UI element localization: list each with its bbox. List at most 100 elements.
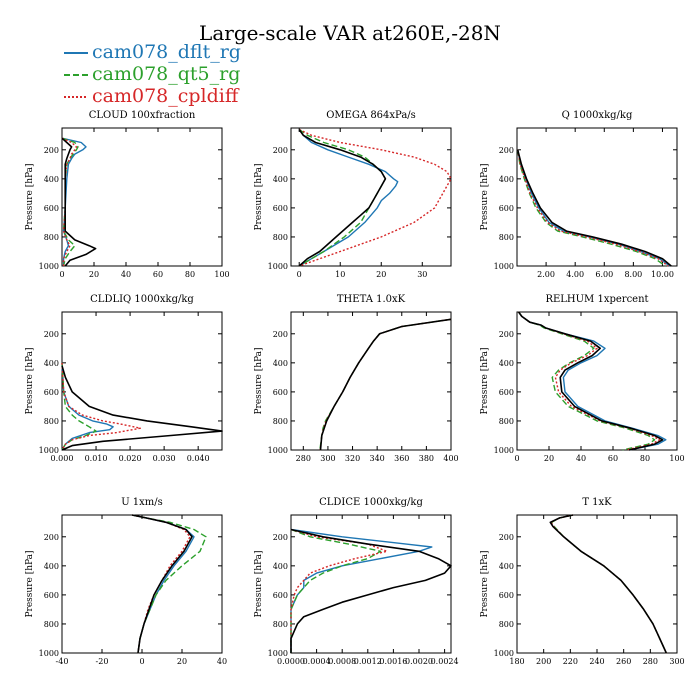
y-tick-label: 400 xyxy=(499,359,514,368)
series-line-black xyxy=(290,528,452,653)
subplot: CLOUD 100xfraction2004006008001000Pressu… xyxy=(25,110,230,279)
y-tick-label: 600 xyxy=(44,388,59,397)
plot-frame xyxy=(516,127,678,267)
series-line-red xyxy=(319,318,452,451)
subplot-title: Q 1000xkg/kg xyxy=(562,110,633,121)
x-tick-label: 60 xyxy=(608,454,618,463)
series-line-green xyxy=(551,514,667,654)
y-tick-label: 1000 xyxy=(268,649,288,658)
x-tick-label: 20 xyxy=(177,657,187,666)
y-tick-label: 1000 xyxy=(494,649,514,658)
series-line-red xyxy=(61,137,78,266)
y-tick-label: 200 xyxy=(273,146,288,155)
y-tick-label: 1000 xyxy=(494,262,514,271)
x-tick-label: 240 xyxy=(589,657,604,666)
series-line-red xyxy=(290,528,388,653)
subplot-title: THETA 1.0xK xyxy=(337,294,406,305)
y-tick-label: 1000 xyxy=(39,446,59,455)
y-tick-label: 800 xyxy=(499,417,514,426)
x-tick-label: 80 xyxy=(185,270,195,279)
y-tick-label: 1000 xyxy=(268,446,288,455)
x-tick-label: -20 xyxy=(96,657,109,666)
x-tick-label: 6.00 xyxy=(595,270,613,279)
y-tick-label: 800 xyxy=(499,620,514,629)
x-tick-label: 40 xyxy=(576,454,586,463)
series-line-red xyxy=(61,362,142,451)
x-tick-label: 0.020 xyxy=(119,454,142,463)
subplot-title: CLOUD 100xfraction xyxy=(89,110,196,121)
x-tick-label: 0.0004 xyxy=(303,657,331,666)
series-line-blue xyxy=(61,137,87,266)
y-axis-label: Pressure [hPa] xyxy=(254,550,264,617)
series-line-black xyxy=(549,514,668,654)
x-tick-label: 10 xyxy=(335,270,345,279)
x-tick-label: 0.040 xyxy=(187,454,210,463)
x-tick-label: 0.010 xyxy=(85,454,108,463)
legend-label: cam078_qt5_rg xyxy=(92,63,240,85)
plot-frame xyxy=(290,514,452,654)
series-line-blue xyxy=(518,311,667,451)
y-tick-label: 600 xyxy=(499,204,514,213)
x-tick-label: 0.030 xyxy=(153,454,176,463)
series-line-black xyxy=(298,129,387,267)
y-tick-label: 600 xyxy=(273,204,288,213)
y-tick-label: 800 xyxy=(273,417,288,426)
x-tick-label: 220 xyxy=(563,657,578,666)
y-tick-label: 600 xyxy=(499,591,514,600)
series-line-red xyxy=(131,514,191,654)
subplot-title: CLDICE 1000xkg/kg xyxy=(319,497,423,508)
plot-frame xyxy=(516,311,678,451)
x-tick-label: 60 xyxy=(153,270,163,279)
y-axis-label: Pressure [hPa] xyxy=(254,347,264,414)
series-line-black xyxy=(517,311,664,451)
x-tick-label: 100 xyxy=(669,454,684,463)
y-axis-label: Pressure [hPa] xyxy=(25,163,35,230)
x-tick-label: 180 xyxy=(509,657,524,666)
y-tick-label: 200 xyxy=(499,146,514,155)
series-line-blue xyxy=(290,528,433,653)
x-tick-label: 300 xyxy=(669,657,684,666)
x-tick-label: 40 xyxy=(217,657,227,666)
x-tick-label: 0.0008 xyxy=(328,657,356,666)
x-tick-label: 320 xyxy=(345,454,360,463)
x-tick-label: 200 xyxy=(536,657,551,666)
series-line-green xyxy=(518,311,656,451)
y-tick-label: 1000 xyxy=(268,262,288,271)
y-tick-label: 400 xyxy=(273,175,288,184)
x-tick-label: 0 xyxy=(514,454,519,463)
y-axis-label: Pressure [hPa] xyxy=(480,163,490,230)
y-tick-label: 600 xyxy=(273,388,288,397)
x-tick-label: 300 xyxy=(320,454,335,463)
series-line-green xyxy=(131,514,207,654)
y-axis-label: Pressure [hPa] xyxy=(480,347,490,414)
series-line-green xyxy=(290,528,382,653)
subplot: Q 1000xkg/kg 200 400 600 800 1000 Pressure [hP… xyxy=(480,110,678,279)
y-tick-label: 400 xyxy=(273,562,288,571)
y-tick-label: 400 xyxy=(499,175,514,184)
y-tick-label: 800 xyxy=(44,233,59,242)
y-tick-label: 800 xyxy=(273,620,288,629)
y-tick-label: 600 xyxy=(44,204,59,213)
x-tick-label: 20 xyxy=(89,270,99,279)
x-tick-label: 260 xyxy=(616,657,631,666)
x-tick-label: 4.00 xyxy=(566,270,584,279)
y-axis-label: Pressure [hPa] xyxy=(25,550,35,617)
series-line-green xyxy=(319,318,452,451)
series-line-black xyxy=(61,365,223,451)
y-tick-label: 200 xyxy=(44,146,59,155)
y-tick-label: 400 xyxy=(273,359,288,368)
y-axis-label: Pressure [hPa] xyxy=(480,550,490,617)
x-tick-label: 280 xyxy=(296,454,311,463)
x-tick-label: 0.0020 xyxy=(405,657,433,666)
y-tick-label: 1000 xyxy=(494,446,514,455)
series-line-black xyxy=(131,514,193,654)
subplot-title: RELHUM 1xpercent xyxy=(545,294,648,305)
x-tick-label: 0 xyxy=(139,657,144,666)
y-tick-label: 800 xyxy=(44,417,59,426)
plot-frame xyxy=(290,311,452,451)
x-tick-label: 30 xyxy=(417,270,427,279)
x-tick-label: 2.00 xyxy=(537,270,555,279)
x-tick-label: 80 xyxy=(640,454,650,463)
